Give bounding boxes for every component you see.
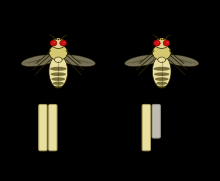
Ellipse shape <box>167 42 169 43</box>
Ellipse shape <box>59 55 95 66</box>
Ellipse shape <box>158 57 165 62</box>
Ellipse shape <box>51 72 66 76</box>
Ellipse shape <box>49 45 68 60</box>
FancyBboxPatch shape <box>142 104 150 151</box>
Ellipse shape <box>155 77 169 81</box>
Ellipse shape <box>57 38 60 40</box>
FancyBboxPatch shape <box>49 104 57 151</box>
Ellipse shape <box>49 55 68 88</box>
Ellipse shape <box>160 38 163 40</box>
Ellipse shape <box>163 40 170 46</box>
Ellipse shape <box>153 67 170 71</box>
Ellipse shape <box>21 55 58 66</box>
Ellipse shape <box>152 55 171 88</box>
Ellipse shape <box>158 85 166 88</box>
FancyBboxPatch shape <box>152 104 160 138</box>
Ellipse shape <box>50 40 57 46</box>
Ellipse shape <box>162 55 199 66</box>
Ellipse shape <box>156 82 167 85</box>
Ellipse shape <box>54 85 62 88</box>
Ellipse shape <box>152 45 171 60</box>
Ellipse shape <box>53 82 64 85</box>
Ellipse shape <box>60 40 66 46</box>
Ellipse shape <box>51 38 66 48</box>
Ellipse shape <box>154 38 169 48</box>
FancyBboxPatch shape <box>39 104 47 151</box>
Ellipse shape <box>157 42 159 43</box>
Ellipse shape <box>54 42 55 43</box>
Ellipse shape <box>63 42 65 43</box>
Ellipse shape <box>154 72 169 76</box>
Ellipse shape <box>54 57 62 62</box>
Ellipse shape <box>50 67 67 71</box>
Ellipse shape <box>125 55 161 66</box>
Ellipse shape <box>51 77 65 81</box>
Ellipse shape <box>154 40 160 46</box>
